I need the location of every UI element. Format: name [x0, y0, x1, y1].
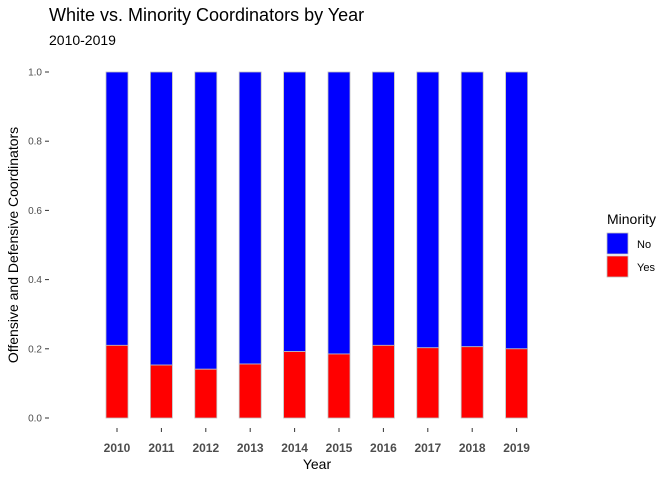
y-tick-label: 0.0: [28, 414, 42, 425]
bar-no-2015: [327, 71, 351, 355]
bar-yes-2019: [505, 348, 529, 419]
y-axis-label: Offensive and Defensive Coordinators: [5, 127, 21, 363]
legend-swatch-no: [606, 232, 629, 255]
bar-no-2019: [505, 71, 529, 350]
bar-yes-2015: [327, 353, 351, 419]
bar-yes-2016: [371, 344, 395, 419]
x-tick-label: 2012: [192, 441, 219, 455]
bar-no-2011: [149, 71, 173, 366]
legend-label-no: No: [637, 239, 651, 251]
x-tick-label: 2016: [370, 441, 397, 455]
x-tick-label: 2014: [281, 441, 308, 455]
bar-yes-2011: [149, 364, 173, 419]
legend-label-yes: Yes: [637, 262, 655, 274]
bar-yes-2017: [416, 347, 440, 419]
bar-no-2010: [105, 71, 129, 346]
x-axis-label: Year: [303, 456, 332, 472]
chart-title: White vs. Minority Coordinators by Year: [49, 5, 364, 25]
legend: Minority No Yes: [606, 211, 656, 278]
bar-yes-2018: [460, 346, 484, 419]
y-tick-label: 0.2: [28, 344, 42, 355]
x-axis: 2010 2011 2012 2013 2014 2015 2016 2017 2018 2019: [104, 428, 530, 455]
legend-title: Minority: [607, 211, 656, 227]
y-tick-label: 0.6: [28, 206, 42, 217]
bar-yes-2014: [283, 351, 307, 419]
bar-yes-2010: [105, 344, 129, 419]
y-tick-label: 0.4: [28, 275, 42, 286]
y-tick-label: 0.8: [28, 137, 42, 148]
x-tick-label: 2015: [326, 441, 353, 455]
x-tick-label: 2017: [414, 441, 441, 455]
legend-swatch-yes: [606, 255, 629, 278]
bar-yes-2013: [238, 363, 262, 419]
x-tick-label: 2018: [459, 441, 486, 455]
bar-no-2012: [194, 71, 218, 370]
x-tick-label: 2019: [503, 441, 530, 455]
bar-yes-2012: [194, 368, 218, 419]
bar-no-2016: [371, 71, 395, 346]
bar-no-2014: [283, 71, 307, 352]
chart-subtitle: 2010-2019: [49, 32, 116, 48]
x-tick-label: 2011: [148, 441, 174, 455]
y-axis: 0.0 0.2 0.4 0.6 0.8 1.0: [28, 68, 49, 425]
y-tick-label: 1.0: [28, 68, 42, 79]
x-tick-label: 2013: [237, 441, 264, 455]
bar-no-2013: [238, 71, 262, 365]
bar-no-2017: [416, 71, 440, 349]
bar-no-2018: [460, 71, 484, 348]
x-tick-label: 2010: [104, 441, 131, 455]
plot-area: [105, 71, 529, 419]
